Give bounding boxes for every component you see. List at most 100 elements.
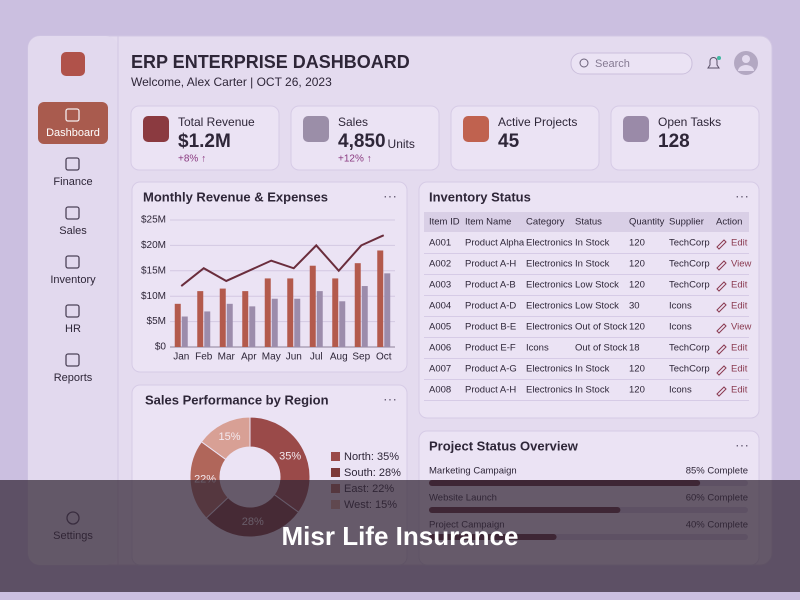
cell: 120 — [629, 364, 645, 375]
bar — [354, 263, 361, 347]
y-tick-label: $20M — [141, 240, 166, 251]
panel-title: Inventory Status — [429, 189, 531, 204]
action-link[interactable]: View — [731, 259, 752, 270]
cell: Product Alpha — [465, 238, 525, 249]
project-name: Marketing Campaign — [429, 466, 517, 477]
menu-dots[interactable]: ··· — [383, 391, 397, 407]
x-tick-label: Feb — [195, 352, 213, 363]
cell: Electronics — [526, 280, 573, 291]
kpi-label: Sales — [338, 115, 368, 129]
edit-icon — [716, 323, 727, 334]
search-icon — [579, 58, 589, 68]
banner-text: Misr Life Insurance — [282, 521, 519, 551]
cell: 120 — [629, 385, 645, 396]
bar — [181, 316, 188, 347]
kpi-value: $1.2M — [178, 131, 231, 152]
action-link[interactable]: Edit — [731, 364, 748, 375]
cell: 120 — [629, 322, 645, 333]
action-link[interactable]: Edit — [731, 343, 748, 354]
action-link[interactable]: Edit — [731, 385, 748, 396]
x-tick-label: May — [262, 352, 281, 363]
cell: Electronics — [526, 238, 573, 249]
panel-title: Project Status Overview — [429, 438, 579, 453]
kpi-icon — [623, 116, 649, 142]
menu-dots[interactable]: ··· — [735, 188, 749, 204]
nav-icon — [65, 304, 80, 318]
legend-swatch — [331, 452, 340, 461]
bar — [197, 291, 204, 347]
action-link[interactable]: Edit — [731, 238, 748, 249]
x-tick-label: Sep — [352, 352, 370, 363]
nav-label[interactable]: Inventory — [50, 274, 96, 286]
cell: Product A-H — [465, 259, 516, 270]
cell: A004 — [429, 301, 451, 312]
cell: Electronics — [526, 364, 573, 375]
cell: In Stock — [575, 238, 610, 249]
nav-label[interactable]: Reports — [54, 372, 93, 384]
column-header: Action — [716, 217, 742, 228]
cell: Product A-B — [465, 280, 516, 291]
slice-label: 15% — [219, 431, 241, 443]
bar — [384, 273, 391, 347]
edit-icon — [716, 386, 727, 397]
kpi-value: 45 — [498, 131, 520, 152]
bar — [294, 298, 301, 347]
kpi-value: 128 — [658, 131, 690, 152]
action-link[interactable]: Edit — [731, 280, 748, 291]
bar — [339, 301, 346, 347]
banner — [0, 480, 800, 592]
cell: Product A-G — [465, 364, 517, 375]
bar — [309, 265, 316, 347]
cell: Out of Stock — [575, 322, 628, 333]
nav-label[interactable]: Dashboard — [46, 127, 100, 139]
kpi-label: Total Revenue — [178, 115, 255, 129]
edit-icon — [716, 239, 727, 250]
action-link[interactable]: Edit — [731, 301, 748, 312]
edit-icon — [716, 344, 727, 355]
cell: Product B-E — [465, 322, 516, 333]
kpi-icon — [143, 116, 169, 142]
title: ERP ENTERPRISE DASHBOARD — [131, 52, 410, 72]
avatar-head — [742, 55, 750, 63]
bar — [174, 303, 181, 347]
active-nav[interactable] — [38, 102, 108, 144]
cell: A005 — [429, 322, 451, 333]
cell: Product A-D — [465, 301, 516, 312]
kpi-change: +8% ↑ — [178, 154, 206, 165]
cell: Product A-H — [465, 385, 516, 396]
sidebar — [28, 36, 118, 565]
nav-label[interactable]: Finance — [53, 176, 92, 188]
project-label: 85% Complete — [686, 466, 748, 477]
cell: Icons — [669, 301, 692, 312]
column-header: Status — [575, 217, 602, 228]
line-series — [180, 234, 385, 287]
nav-icon — [65, 255, 80, 269]
cell: A002 — [429, 259, 451, 270]
kpi-change: +12% ↑ — [338, 154, 372, 165]
avatar-body — [738, 65, 754, 71]
table-header — [424, 212, 749, 232]
action-link[interactable]: View — [731, 322, 752, 333]
bar — [316, 291, 323, 347]
search-box[interactable] — [570, 52, 693, 75]
bell[interactable] — [707, 57, 720, 69]
nav-label[interactable]: HR — [65, 323, 81, 335]
x-tick-label: Mar — [218, 352, 236, 363]
x-tick-label: Aug — [330, 352, 348, 363]
column-header: Quantity — [629, 217, 665, 228]
bar — [271, 298, 278, 347]
legend-swatch — [331, 468, 340, 477]
x-tick-label: Oct — [376, 352, 392, 363]
x-tick-label: Jul — [310, 352, 323, 363]
bar — [332, 278, 339, 347]
menu-dots[interactable]: ··· — [735, 437, 749, 453]
nav-icon — [65, 206, 80, 220]
menu-dots[interactable]: ··· — [383, 188, 397, 204]
cell: 120 — [629, 280, 645, 291]
cell: TechCorp — [669, 280, 710, 291]
cell: Electronics — [526, 301, 573, 312]
notification-dot — [717, 56, 721, 60]
nav-label[interactable]: Sales — [59, 225, 87, 237]
cell: A008 — [429, 385, 451, 396]
